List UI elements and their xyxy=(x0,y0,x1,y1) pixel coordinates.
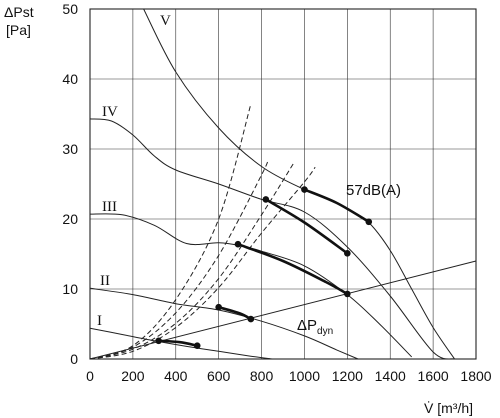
curve-label-i: I xyxy=(97,313,102,329)
x-tick-label: 1400 xyxy=(375,368,406,384)
curve-label-iii: III xyxy=(102,199,117,215)
y-axis-label-line2: [Pa] xyxy=(6,22,31,38)
y-tick-label: 20 xyxy=(62,211,78,227)
y-tick-label: 50 xyxy=(62,1,78,17)
operating-point xyxy=(247,315,255,323)
curve-label-ii: II xyxy=(100,273,110,289)
x-tick-label: 1200 xyxy=(332,368,363,384)
x-tick-label: 1000 xyxy=(289,368,320,384)
tick-labels: 0 200 400 600 800 1000 1200 1400 1600 1800 0 10 20 30… xyxy=(62,1,491,384)
plot-frame xyxy=(89,8,477,360)
system-curve-3 xyxy=(89,162,295,360)
curve-label-iv: IV xyxy=(102,104,118,120)
x-tick-label: 800 xyxy=(250,368,274,384)
operating-range-5 xyxy=(303,188,371,224)
x-tick-label: 0 xyxy=(86,368,94,384)
operating-point xyxy=(234,240,242,248)
operating-point xyxy=(344,290,351,298)
system-curve-2 xyxy=(89,159,269,360)
operating-range-1 xyxy=(157,339,199,347)
y-tick-label: 0 xyxy=(70,351,78,367)
operating-point xyxy=(155,337,162,345)
x-axis-label: V̇ [m³/h] xyxy=(424,400,473,416)
fan-curve-i xyxy=(89,327,273,360)
operating-range-4 xyxy=(264,198,349,255)
x-tick-label: 600 xyxy=(207,368,231,384)
dynamic-pressure-line xyxy=(89,260,477,360)
y-axis-label-line1: ΔPst xyxy=(4,4,34,20)
x-tick-label: 400 xyxy=(164,368,188,384)
fan-curve-iv xyxy=(89,118,455,360)
operating-point xyxy=(365,218,373,226)
system-curve-4 xyxy=(89,166,316,360)
axes xyxy=(89,8,477,360)
dynamic-pressure-label: ΔPdyn xyxy=(297,317,333,337)
x-tick-label: 200 xyxy=(121,368,145,384)
x-tick-label: 1600 xyxy=(418,368,449,384)
operating-points xyxy=(155,186,373,350)
fan-curve-ii xyxy=(89,287,359,360)
y-tick-label: 40 xyxy=(62,71,78,87)
curve-label-v: V xyxy=(160,13,171,29)
y-tick-label: 10 xyxy=(62,281,78,297)
operating-point xyxy=(193,342,201,350)
operating-range-3 xyxy=(236,242,349,296)
y-tick-label: 30 xyxy=(62,141,78,157)
noise-level-label: 57dB(A) xyxy=(346,182,401,199)
operating-point xyxy=(301,186,308,193)
operating-point xyxy=(344,250,351,257)
operating-point xyxy=(262,196,270,203)
operating-point xyxy=(215,303,222,311)
x-tick-label: 1800 xyxy=(460,368,491,384)
